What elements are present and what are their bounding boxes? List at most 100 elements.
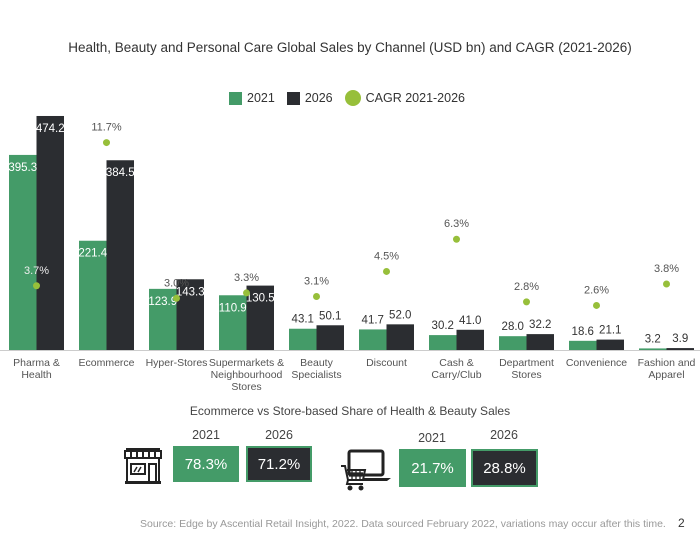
data-label-2026: 384.5 (106, 167, 135, 179)
bar-2026 (456, 329, 484, 350)
data-label-2021: 123.9 (148, 296, 177, 308)
cagr-point (243, 289, 250, 297)
x-tick-label: Convenience (566, 357, 627, 369)
data-label-2026: 21.1 (599, 325, 621, 337)
store-year-2026: 2026 (265, 428, 293, 442)
cagr-label: 11.7% (91, 122, 122, 134)
cagr-label: 3.0% (164, 277, 189, 289)
data-label-2026: 52.0 (389, 309, 411, 321)
x-tick-label: Specialists (291, 369, 341, 381)
cagr-point (593, 301, 600, 309)
cagr-point (33, 282, 40, 290)
laptop-cart-icon (341, 449, 391, 491)
cagr-point (383, 267, 390, 275)
cagr-point (313, 293, 320, 301)
legend-swatch-cagr (344, 90, 361, 106)
legend-item-2021: 2021 (229, 91, 275, 105)
data-label-2026: 130.5 (246, 293, 275, 305)
bar-2026 (36, 115, 64, 350)
cagr-point (523, 298, 530, 306)
x-tick-label: Carry/Club (431, 369, 481, 381)
store-year-2021: 2021 (192, 428, 220, 442)
chart-title: Health, Beauty and Personal Care Global … (68, 40, 632, 55)
data-label-2021: 41.7 (362, 314, 384, 326)
source-note: Source: Edge by Ascential Retail Insight… (140, 518, 666, 530)
ecom-year-2026: 2026 (490, 428, 518, 442)
bar-2021 (149, 288, 177, 350)
legend-swatch-2021 (229, 91, 242, 105)
data-label-2026: 3.9 (672, 333, 688, 345)
bar-chart: 395.3 474.2 3.7% Pharma &Health 221.4 384.5 11… (0, 115, 700, 393)
storefront-icon (124, 448, 162, 484)
x-tick-label: Apparel (648, 369, 684, 381)
bar-2021 (9, 154, 37, 350)
bar-2021 (79, 240, 107, 350)
bar-2021 (499, 336, 527, 350)
x-tick-label: Stores (511, 369, 541, 381)
bar-2026 (666, 348, 694, 350)
x-tick-label: Discount (366, 357, 407, 369)
page-number: 2 (678, 516, 685, 530)
bar-2021 (289, 328, 317, 350)
chart-legend: 2021 2026 CAGR 2021-2026 (0, 90, 700, 106)
cagr-point (173, 294, 180, 302)
ecom-share-2021: 21.7% (399, 449, 466, 487)
x-tick-label: Health (21, 369, 52, 381)
data-label-2026: 41.0 (459, 315, 481, 327)
data-label-2021: 43.1 (292, 314, 314, 326)
store-share-2026: 71.2% (246, 446, 312, 482)
x-tick-label: Department (499, 357, 554, 369)
data-label-2026: 50.1 (319, 310, 341, 322)
legend-item-cagr: CAGR 2021-2026 (344, 90, 465, 106)
legend-label-2021: 2021 (247, 91, 275, 105)
store-share-2021: 78.3% (173, 446, 239, 482)
data-label-2021: 28.0 (502, 321, 524, 333)
x-tick-label: Pharma & (13, 357, 60, 369)
cagr-label: 4.5% (374, 250, 399, 262)
cagr-label: 2.6% (584, 284, 609, 296)
bar-2026 (386, 324, 414, 350)
cagr-point (103, 139, 110, 147)
data-label-2021: 3.2 (645, 333, 661, 345)
x-tick-label: Beauty (300, 357, 333, 369)
data-label-2021: 395.3 (8, 162, 37, 174)
bar-2026 (526, 334, 554, 350)
data-label-2026: 143.3 (176, 286, 205, 298)
cagr-label: 3.3% (234, 272, 259, 284)
cagr-label: 3.8% (654, 263, 679, 275)
share-title: Ecommerce vs Store-based Share of Health… (189, 404, 511, 418)
x-tick-label: Ecommerce (78, 357, 134, 369)
ecom-year-2021: 2021 (418, 431, 446, 445)
bar-2026 (106, 160, 134, 350)
bar-2021 (639, 348, 667, 350)
x-tick-label: Stores (231, 381, 261, 393)
bar-2026 (246, 285, 274, 350)
x-tick-label: Cash & (439, 357, 473, 369)
legend-label-2026: 2026 (304, 91, 333, 105)
ecom-share-2026: 28.8% (471, 449, 538, 487)
bar-2026 (596, 339, 624, 350)
bar-2021 (219, 295, 247, 350)
cagr-label: 3.7% (24, 265, 49, 277)
x-tick-label: Hyper-Stores (146, 357, 208, 369)
bar-2026 (176, 279, 204, 350)
cagr-label: 2.8% (514, 281, 539, 293)
x-tick-label: Neighbourhood (211, 369, 283, 381)
data-label-2021: 110.9 (219, 302, 247, 314)
data-label-2021: 18.6 (572, 326, 594, 338)
data-label-2026: 32.2 (529, 319, 551, 331)
data-label-2021: 221.4 (78, 248, 107, 260)
bar-2021 (569, 340, 597, 350)
data-label-2026: 474.2 (36, 123, 65, 135)
x-tick-label: Fashion and (638, 357, 696, 369)
bar-2021 (359, 329, 387, 350)
legend-swatch-2026 (286, 91, 300, 105)
legend-item-2026: 2026 (286, 91, 333, 105)
bar-2021 (429, 335, 457, 350)
legend-label-cagr: CAGR 2021-2026 (365, 91, 465, 105)
cagr-point (663, 280, 670, 288)
cagr-label: 6.3% (444, 218, 469, 230)
cagr-label: 3.1% (304, 276, 329, 288)
x-tick-label: Supermarkets & (209, 357, 284, 369)
bar-2026 (316, 325, 344, 350)
